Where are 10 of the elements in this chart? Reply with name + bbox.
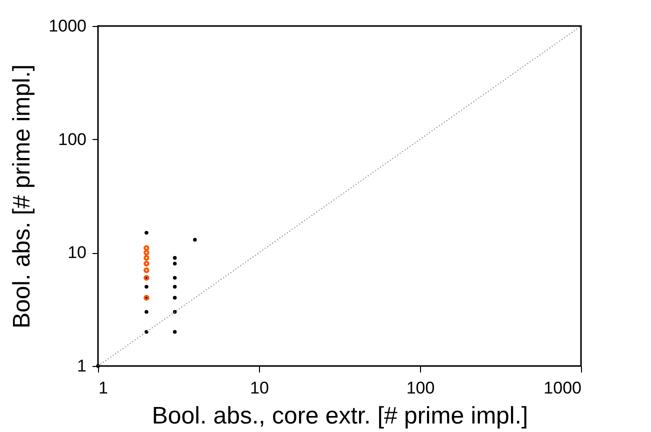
x-axis-title: Bool. abs., core extr. [# prime impl.] bbox=[152, 402, 528, 430]
x-tick-label: 1000 bbox=[544, 378, 582, 398]
y-tick-label: 10 bbox=[68, 243, 86, 262]
y-tick-label: 100 bbox=[58, 130, 86, 149]
x-tick-label: 100 bbox=[406, 378, 435, 398]
x-tick-label: 10 bbox=[250, 378, 269, 398]
y-tick-label: 1 bbox=[77, 356, 86, 376]
y-tick-label: 1000 bbox=[48, 16, 86, 36]
y-axis-title: Bool. abs. [# prime impl.] bbox=[8, 64, 36, 329]
x-tick-label: 1 bbox=[98, 378, 108, 398]
